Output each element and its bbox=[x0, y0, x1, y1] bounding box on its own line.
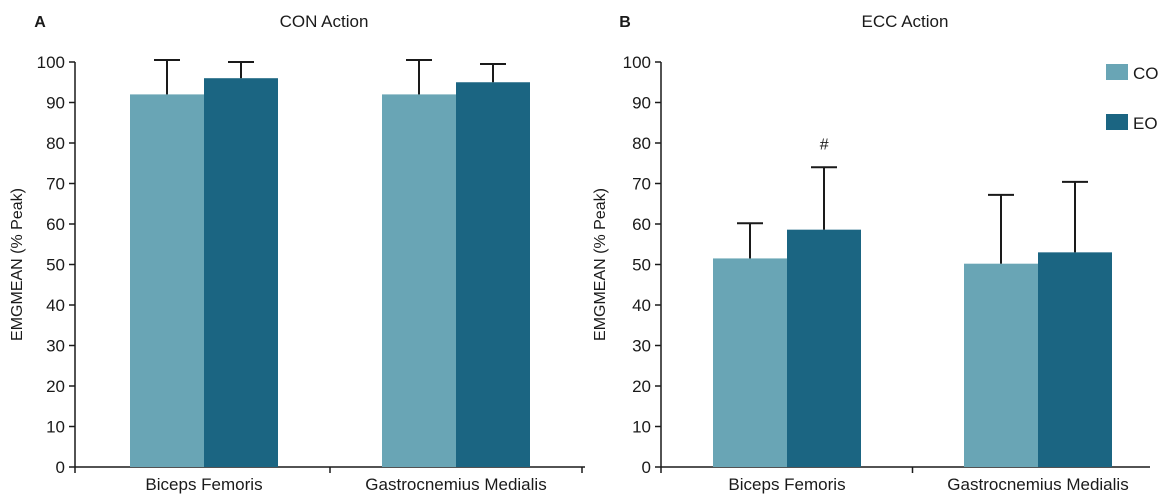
bar-eo bbox=[1038, 252, 1112, 467]
y-tick-label: 10 bbox=[632, 418, 651, 437]
y-tick-label: 30 bbox=[46, 337, 65, 356]
y-tick-label: 100 bbox=[37, 53, 65, 72]
bar-co bbox=[382, 94, 456, 468]
y-tick-label: 50 bbox=[46, 256, 65, 275]
y-tick-label: 90 bbox=[46, 94, 65, 113]
y-tick-label: 50 bbox=[632, 256, 651, 275]
chart-title: ECC Action bbox=[862, 12, 949, 31]
bar-co bbox=[130, 94, 204, 468]
bar-eo bbox=[456, 82, 530, 467]
y-axis-label: EMGMEAN (% Peak) bbox=[9, 188, 26, 341]
chart-title: CON Action bbox=[280, 12, 369, 31]
bar-co bbox=[713, 258, 787, 467]
bar-co bbox=[964, 263, 1038, 467]
legend: CO EO bbox=[1106, 64, 1159, 133]
panel-letter: B bbox=[619, 14, 631, 31]
x-tick-label: Gastrocnemius Medialis bbox=[365, 475, 546, 494]
y-tick-label: 40 bbox=[632, 296, 651, 315]
y-tick-label: 70 bbox=[46, 175, 65, 194]
y-tick-label: 80 bbox=[632, 134, 651, 153]
chart-panel-b: B ECC Action EMGMEAN (% Peak) 0 10 20 30 40 50 60… bbox=[592, 12, 1150, 494]
x-tick-label: Biceps Femoris bbox=[145, 475, 262, 494]
y-tick-label: 40 bbox=[46, 296, 65, 315]
y-tick-label: 80 bbox=[46, 134, 65, 153]
y-tick-label: 20 bbox=[632, 377, 651, 396]
y-tick-label: 60 bbox=[632, 215, 651, 234]
y-tick-label: 60 bbox=[46, 215, 65, 234]
bar-eo bbox=[787, 229, 861, 467]
y-axis-label: EMGMEAN (% Peak) bbox=[592, 188, 609, 341]
y-tick-label: 70 bbox=[632, 175, 651, 194]
x-tick-label: Biceps Femoris bbox=[728, 475, 845, 494]
y-tick-label: 20 bbox=[46, 377, 65, 396]
panel-letter: A bbox=[34, 14, 46, 31]
y-tick-label: 0 bbox=[56, 458, 65, 477]
legend-label-co: CO bbox=[1133, 64, 1159, 83]
chart-panel-a: A CON Action EMGMEAN (% Peak) 0 10 20 30 40 50 60… bbox=[9, 12, 585, 494]
legend-swatch-eo bbox=[1106, 114, 1128, 130]
significance-marker: # bbox=[820, 136, 830, 153]
legend-swatch-co bbox=[1106, 64, 1128, 80]
y-tick-label: 10 bbox=[46, 418, 65, 437]
bar-eo bbox=[204, 78, 278, 467]
y-tick-label: 0 bbox=[642, 458, 651, 477]
y-tick-label: 30 bbox=[632, 337, 651, 356]
y-tick-label: 90 bbox=[632, 94, 651, 113]
legend-label-eo: EO bbox=[1133, 114, 1158, 133]
y-tick-label: 100 bbox=[623, 53, 651, 72]
x-tick-label: Gastrocnemius Medialis bbox=[947, 475, 1128, 494]
